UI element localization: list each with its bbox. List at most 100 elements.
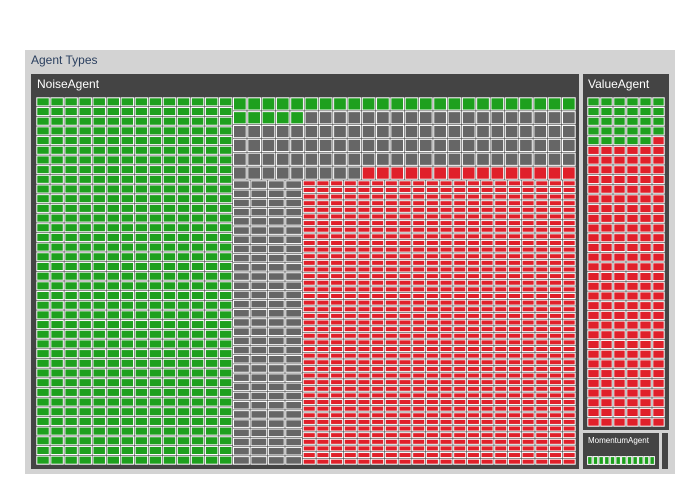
noiseagent-tile-red bbox=[439, 438, 453, 445]
noiseagent-tile-red bbox=[425, 432, 439, 439]
noiseagent-tile-green bbox=[162, 455, 177, 465]
noiseagent-tile-red bbox=[384, 286, 398, 293]
group-momentumagent[interactable]: MomentumAgent bbox=[583, 433, 659, 469]
noiseagent-tile-red bbox=[507, 438, 521, 445]
noiseagent-tile-red bbox=[371, 213, 385, 220]
valueagent-tile-red bbox=[639, 320, 652, 330]
noiseagent-tile-green bbox=[134, 194, 149, 204]
noiseagent-tile-green bbox=[78, 387, 92, 397]
noiseagent-tile-green bbox=[50, 213, 64, 223]
noiseagent-tile-red bbox=[371, 233, 385, 240]
noiseagent-tile-red bbox=[562, 399, 576, 406]
noiseagent-tile-red bbox=[384, 379, 398, 386]
noiseagent-tile-red bbox=[466, 372, 480, 379]
noiseagent-tile-green bbox=[176, 368, 191, 378]
noiseagent-tile-red bbox=[330, 418, 344, 425]
noiseagent-tile-gray bbox=[267, 400, 285, 410]
noiseagent-tile-gray bbox=[250, 309, 268, 318]
noiseagent-tile-green bbox=[36, 184, 50, 194]
noiseagent-tile-red bbox=[330, 233, 344, 240]
noiseagent-tile-red bbox=[398, 299, 412, 306]
noiseagent-tile-gray bbox=[233, 272, 250, 281]
noiseagent-tile-red bbox=[302, 412, 316, 419]
valueagent-tile-red bbox=[652, 233, 665, 243]
noiseagent-tile-red bbox=[302, 299, 316, 306]
noiseagent-tile-green bbox=[218, 416, 233, 426]
noiseagent-tile-green bbox=[148, 213, 163, 223]
noiseagent-tile-red bbox=[398, 239, 412, 246]
valueagent-tile-green bbox=[652, 116, 665, 126]
noiseagent-tile-red bbox=[521, 352, 535, 359]
noiseagent-tile-red bbox=[371, 352, 385, 359]
noiseagent-tile-green bbox=[106, 397, 121, 407]
noiseagent-tile-mixed bbox=[376, 97, 390, 111]
noiseagent-tile-green bbox=[64, 445, 78, 456]
noiseagent-tile-red bbox=[480, 432, 494, 439]
noiseagent-tile-green bbox=[36, 174, 50, 184]
noiseagent-tile-green bbox=[36, 271, 50, 281]
noiseagent-tile-green bbox=[78, 358, 92, 368]
noiseagent-tile-red bbox=[507, 306, 521, 313]
noiseagent-tile-green bbox=[64, 126, 78, 136]
noiseagent-tile-red bbox=[398, 319, 412, 326]
valueagent-tile-red bbox=[613, 213, 626, 223]
noiseagent-tile-green bbox=[106, 320, 121, 330]
valueagent-tile-red bbox=[587, 233, 600, 243]
noiseagent-tile-red bbox=[480, 359, 494, 366]
noiseagent-tile-gray bbox=[267, 410, 285, 419]
noiseagent-tile-mixed bbox=[447, 97, 462, 111]
noiseagent-tile-red bbox=[535, 346, 549, 353]
noiseagent-tile-red bbox=[494, 412, 508, 419]
noiseagent-tile-red bbox=[316, 399, 330, 406]
noiseagent-tile-mixed bbox=[318, 124, 333, 139]
noiseagent-tile-red bbox=[412, 458, 426, 465]
noiseagent-tile-red bbox=[384, 359, 398, 366]
noiseagent-tile-red bbox=[425, 220, 439, 227]
noiseagent-tile-green bbox=[64, 165, 78, 175]
noiseagent-tile-red bbox=[412, 385, 426, 392]
valueagent-tile-red bbox=[639, 145, 652, 155]
noiseagent-tile-red bbox=[398, 452, 412, 459]
noiseagent-tile-red bbox=[453, 292, 467, 300]
noiseagent-tile-red bbox=[548, 392, 563, 399]
noiseagent-tile-green bbox=[148, 145, 163, 155]
noiseagent-tile-green bbox=[190, 252, 205, 262]
noiseagent-tile-red bbox=[371, 385, 385, 392]
noiseagent-tile-red bbox=[384, 279, 398, 286]
noiseagent-tile-green bbox=[92, 261, 106, 272]
noiseagent-tile-red bbox=[453, 180, 467, 187]
valueagent-tile-red bbox=[639, 417, 652, 427]
noiseagent-tile-red bbox=[453, 432, 467, 439]
group-valueagent[interactable]: ValueAgent bbox=[583, 74, 669, 430]
valueagent-tile-red bbox=[587, 398, 600, 408]
noiseagent-tile-green bbox=[218, 97, 233, 107]
noiseagent-tile-green bbox=[64, 116, 78, 126]
noiseagent-tile-green bbox=[36, 97, 50, 107]
noiseagent-tile-red bbox=[494, 365, 508, 372]
noiseagent-tile-red bbox=[343, 359, 357, 366]
valueagent-tile-red bbox=[652, 204, 665, 214]
noiseagent-tile-green bbox=[176, 165, 191, 175]
noiseagent-tile-red bbox=[521, 412, 535, 419]
noiseagent-tile-green bbox=[190, 349, 205, 359]
noiseagent-tile-green bbox=[50, 310, 64, 320]
noiseagent-tile-green bbox=[190, 184, 205, 194]
valueagent-tile-red bbox=[639, 349, 652, 359]
noiseagent-tile-mixed bbox=[519, 111, 533, 125]
noiseagent-tile-red bbox=[316, 438, 330, 445]
noiseagent-tile-red bbox=[466, 239, 480, 246]
noiseagent-tile-green bbox=[36, 416, 50, 426]
valueagent-tile-red bbox=[652, 223, 665, 233]
noiseagent-tile-red bbox=[384, 193, 398, 200]
group-noiseagent[interactable]: NoiseAgent bbox=[31, 74, 579, 469]
noiseagent-tile-green bbox=[106, 368, 121, 378]
valueagent-tile-red bbox=[600, 301, 613, 311]
noiseagent-tile-red bbox=[398, 405, 412, 412]
noiseagent-tile-green bbox=[120, 145, 135, 155]
noiseagent-tile-gray bbox=[285, 446, 303, 456]
noiseagent-tile-red bbox=[548, 452, 563, 459]
noiseagent-tile-red bbox=[357, 392, 371, 399]
noiseagent-tile-red bbox=[507, 266, 521, 273]
noiseagent-tile-gray bbox=[267, 437, 285, 447]
valueagent-tile-green bbox=[626, 116, 639, 126]
